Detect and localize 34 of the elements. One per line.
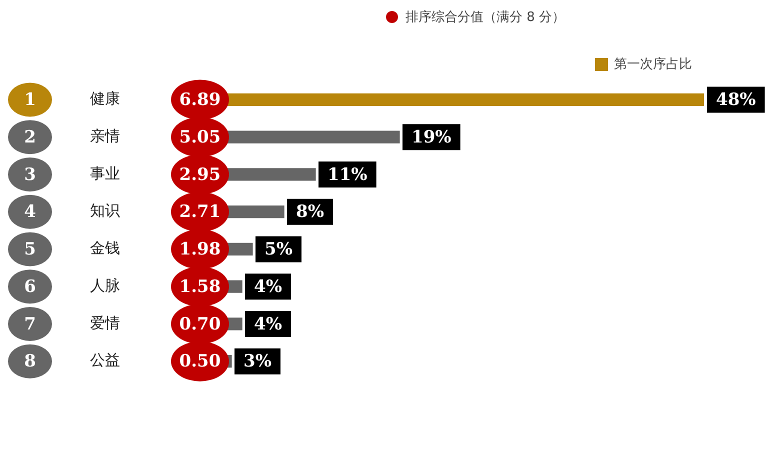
y-tick-label: 爱情 — [90, 314, 120, 332]
data-label: 19% — [412, 127, 452, 148]
annotation: 5.05 — [179, 127, 221, 148]
y-tick-label: 人脉 — [90, 276, 120, 294]
legend-label: 第一次序占比 — [614, 56, 692, 72]
y-tick-label: 金钱 — [90, 239, 120, 258]
y-tick-label: 健康 — [90, 90, 120, 108]
text: 6 — [24, 276, 36, 297]
text: 4 — [24, 202, 36, 222]
data-label: 8% — [296, 202, 324, 222]
text: 3 — [24, 164, 36, 185]
text: 1 — [24, 90, 36, 110]
y-tick-label: 事业 — [90, 164, 120, 182]
y-tick-label: 亲情 — [90, 126, 120, 145]
data-label: 3% — [244, 352, 272, 372]
annotation: 0.70 — [179, 314, 221, 334]
text: 7 — [24, 314, 36, 334]
data-label: 4% — [254, 276, 282, 297]
data-label: 5% — [264, 240, 292, 260]
text: 2 — [24, 127, 36, 148]
text: 排序综合分值（满分 8 分） — [406, 9, 566, 26]
annotation: 2.71 — [179, 202, 221, 222]
data-label: 11% — [328, 164, 368, 185]
data-label: 48% — [716, 90, 756, 110]
text: 8 — [24, 352, 36, 372]
annotation: 1.98 — [179, 240, 221, 260]
annotation: 6.89 — [179, 90, 221, 110]
data-label: 4% — [254, 314, 282, 334]
y-tick-label: 公益 — [90, 351, 120, 370]
y-tick-label: 知识 — [90, 202, 120, 220]
annotation: 2.95 — [179, 164, 221, 185]
text: 5 — [24, 240, 36, 260]
annotation: 0.50 — [179, 352, 221, 372]
annotation: 1.58 — [179, 276, 221, 297]
